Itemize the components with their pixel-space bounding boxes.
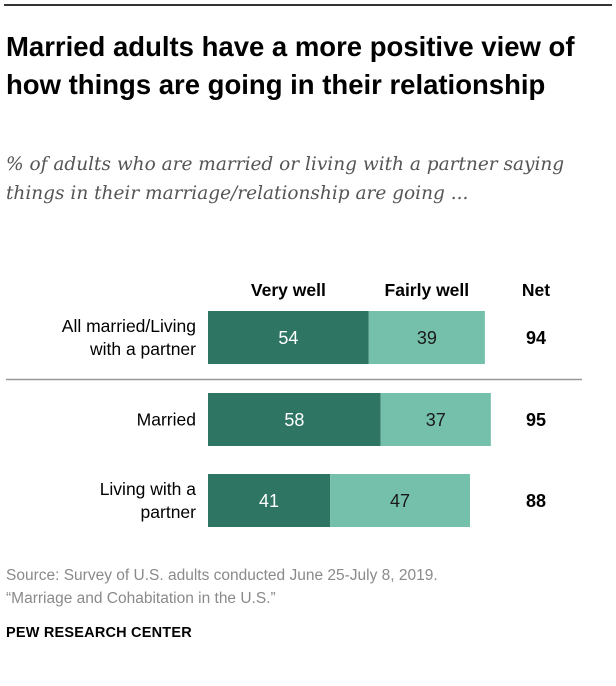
data-label: 58 (284, 410, 304, 430)
category-label: partner (141, 502, 197, 522)
category-label: Married (137, 410, 196, 430)
bar-fairly-well (368, 311, 485, 364)
stacked-bar-chart: Very well Fairly well Net All married/Livin… (6, 280, 582, 527)
legend-fairly-well: Fairly well (385, 280, 470, 300)
chart-subtitle: % of adults who are married or living wi… (6, 154, 565, 204)
chart-title: Married adults have a more positive view… (6, 31, 575, 100)
bar-very-well (208, 393, 381, 446)
legend-very-well: Very well (251, 280, 326, 300)
net-value: 95 (526, 410, 546, 430)
data-label: 54 (278, 328, 298, 348)
data-label: 37 (426, 410, 446, 430)
net-value: 94 (526, 328, 546, 348)
top-rule (4, 4, 612, 6)
source-line-2: “Marriage and Cohabitation in the U.S.” (6, 590, 276, 607)
data-label: 39 (417, 328, 437, 348)
category-label: with a partner (89, 339, 196, 359)
bar-very-well (208, 474, 331, 527)
bar-very-well (208, 311, 369, 364)
net-value: 88 (526, 491, 546, 511)
bar-fairly-well (380, 393, 491, 446)
source-note: Source: Survey of U.S. adults conducted … (6, 564, 606, 610)
source-line-1: Source: Survey of U.S. adults conducted … (6, 567, 438, 584)
net-header: Net (522, 280, 550, 300)
category-label: All married/Living (62, 316, 196, 336)
data-label: 47 (390, 491, 410, 511)
bar-fairly-well (330, 474, 470, 527)
category-label: Living with a (100, 479, 197, 499)
data-label: 41 (259, 491, 279, 511)
org-name: PEW RESEARCH CENTER (6, 625, 192, 641)
